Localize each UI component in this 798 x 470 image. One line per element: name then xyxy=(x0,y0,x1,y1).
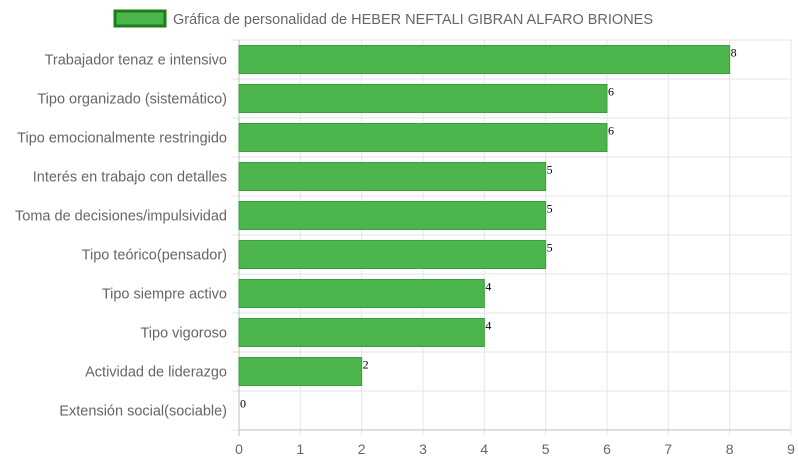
category-label: Toma de decisiones/impulsividad xyxy=(15,209,227,225)
category-label: Tipo siempre activo xyxy=(102,287,227,303)
category-label: Tipo emocionalmente restringido xyxy=(17,131,227,147)
bar xyxy=(238,357,363,386)
x-axis-ticks: 0 1 2 3 4 5 6 7 8 9 xyxy=(235,441,795,457)
category-label: Tipo organizado (sistemático) xyxy=(37,92,227,108)
bar xyxy=(238,123,608,152)
legend-label[interactable]: Gráfica de personalidad de HEBER NEFTALI… xyxy=(173,12,653,28)
value-label: 2 xyxy=(363,358,369,372)
value-label: 5 xyxy=(547,241,553,255)
value-label: 5 xyxy=(547,163,553,177)
x-tick-label: 4 xyxy=(480,441,488,457)
legend-swatch[interactable] xyxy=(113,9,167,28)
category-label: Actividad de liderazgo xyxy=(85,365,227,381)
category-label: Tipo vigoroso xyxy=(140,326,227,342)
value-label: 6 xyxy=(608,124,614,138)
value-label: 6 xyxy=(608,85,614,99)
x-tick-label: 5 xyxy=(542,441,550,457)
category-label: Interés en trabajo con detalles xyxy=(33,170,227,186)
bar xyxy=(238,240,547,269)
x-tick-label: 9 xyxy=(787,441,795,457)
x-tick-label: 3 xyxy=(419,441,427,457)
category-label: Tipo teórico(pensador) xyxy=(82,248,227,264)
x-tick-label: 1 xyxy=(296,441,304,457)
x-tick-label: 6 xyxy=(603,441,611,457)
value-labels: 8 6 6 5 5 5 4 4 2 0 xyxy=(240,46,737,411)
value-label: 0 xyxy=(240,397,246,411)
x-tick-label: 0 xyxy=(235,441,243,457)
chart-legend[interactable]: Gráfica de personalidad de HEBER NEFTALI… xyxy=(113,9,653,28)
x-tick-label: 7 xyxy=(664,441,672,457)
bar xyxy=(238,162,547,191)
value-label: 4 xyxy=(485,319,491,333)
bar xyxy=(238,318,485,347)
category-labels: Trabajador tenaz e intensivo Tipo organiz… xyxy=(15,53,227,420)
chart-bars xyxy=(238,45,731,386)
category-label: Extensión social(sociable) xyxy=(59,404,227,420)
value-label: 8 xyxy=(731,46,737,60)
bar xyxy=(238,279,485,308)
category-label: Trabajador tenaz e intensivo xyxy=(45,53,227,69)
bar xyxy=(238,201,547,230)
x-tick-label: 2 xyxy=(358,441,366,457)
value-label: 4 xyxy=(485,280,491,294)
x-tick-label: 8 xyxy=(726,441,734,457)
bar xyxy=(238,45,731,74)
bar xyxy=(238,84,608,113)
value-label: 5 xyxy=(547,202,553,216)
